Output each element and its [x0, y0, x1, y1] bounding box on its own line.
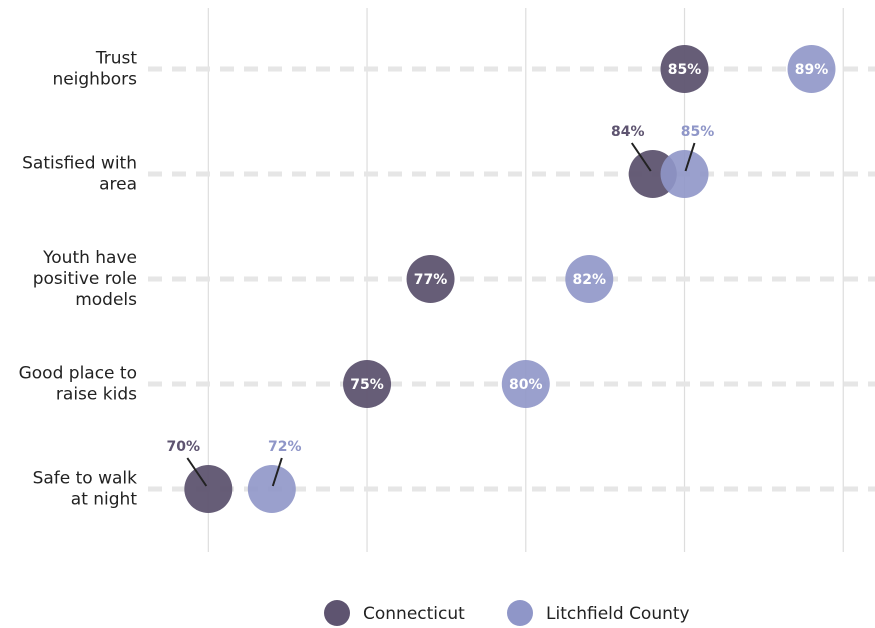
- category-line: Youth have: [42, 248, 137, 268]
- dot: [787, 45, 836, 93]
- category-line: raise kids: [56, 385, 137, 405]
- category-line: at night: [71, 490, 138, 510]
- category-label: Good place to raise kids: [19, 364, 138, 405]
- category-line: Satisfied with: [22, 154, 137, 174]
- category-label: Satisfied with area: [22, 154, 137, 195]
- value-label: 85%: [668, 62, 702, 78]
- category-line: models: [75, 290, 137, 310]
- category-line: Good place to: [19, 364, 137, 384]
- value-label: 84%: [611, 124, 645, 140]
- category-line: Trust: [95, 49, 138, 69]
- category-label: Youth have positive role models: [33, 248, 137, 310]
- value-label: 77%: [414, 272, 448, 288]
- dot: [565, 255, 614, 303]
- leader-line: [630, 142, 652, 172]
- value-label: 80%: [509, 377, 543, 393]
- legend-label: Litchfield County: [546, 604, 690, 624]
- category-line: Safe to walk: [33, 469, 138, 489]
- value-label: 89%: [795, 62, 829, 78]
- value-label: 72%: [268, 439, 302, 455]
- dot: [406, 255, 455, 303]
- legend-swatch: [324, 600, 350, 626]
- category-line: positive role: [33, 269, 137, 289]
- value-label: 85%: [681, 124, 715, 140]
- leader-line: [271, 457, 283, 487]
- category-line: neighbors: [52, 70, 137, 90]
- dot: [247, 465, 296, 513]
- dot: [184, 465, 233, 513]
- category-label: Trust neighbors: [52, 49, 137, 90]
- category-line: area: [99, 175, 137, 195]
- category-label: Safe to walk at night: [33, 469, 138, 510]
- dot: [343, 360, 392, 408]
- value-label: 75%: [350, 377, 384, 393]
- dot: [660, 150, 709, 198]
- leader-line: [684, 142, 696, 172]
- leader-line: [186, 457, 208, 487]
- value-label: 70%: [167, 439, 201, 455]
- legend-swatch: [507, 600, 533, 626]
- dot: [501, 360, 550, 408]
- legend-label: Connecticut: [363, 604, 465, 624]
- value-label: 82%: [573, 272, 607, 288]
- dot: [660, 45, 709, 93]
